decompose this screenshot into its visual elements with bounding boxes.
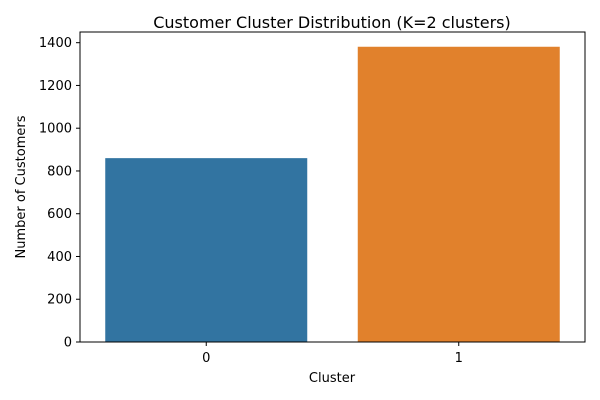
bars-layer [105, 46, 560, 342]
y-tick-label: 600 [47, 207, 72, 222]
y-tick-label: 800 [47, 164, 72, 179]
chart-title: Customer Cluster Distribution (K=2 clust… [153, 13, 511, 32]
y-tick-label: 400 [47, 250, 72, 265]
x-tick-label: 1 [455, 351, 463, 366]
x-tick-label: 0 [202, 351, 210, 366]
y-tick-label: 1000 [39, 122, 72, 137]
y-tick-label: 0 [64, 336, 72, 351]
y-tick-label: 1200 [39, 79, 72, 94]
y-axis: 0 200 400 600 800 1000 1200 1400 [39, 36, 80, 351]
plot-frame [79, 31, 586, 343]
bar-cluster-1 [357, 46, 560, 342]
y-tick-label: 200 [47, 293, 72, 308]
y-axis-label: Number of Customers [14, 115, 29, 258]
x-axis-label: Cluster [309, 371, 356, 386]
y-tick-label: 1400 [39, 36, 72, 51]
bar-cluster-0 [105, 158, 308, 342]
